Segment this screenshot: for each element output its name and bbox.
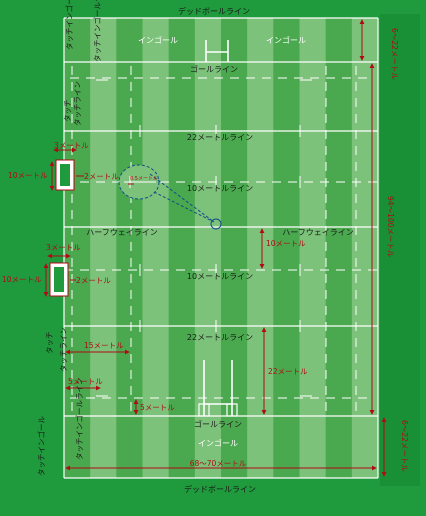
label-m10-bottom: 10メートルライン <box>187 272 253 281</box>
stripe <box>64 18 91 478</box>
stripe <box>142 18 170 478</box>
label-m10-top: 10メートルライン <box>187 184 253 193</box>
label-touch-line-top: タッチライン <box>73 81 82 126</box>
label-half-right: ハーフウェイライン <box>282 228 354 237</box>
stripe <box>168 18 196 478</box>
surround-edge <box>380 14 420 486</box>
label-dim-in-goal-top: 6～22メートル <box>390 28 399 80</box>
label-dim-2m-bottom: 2メートル <box>76 276 111 285</box>
side-box-top-inner <box>60 164 70 186</box>
magnifier-callout <box>118 164 222 230</box>
goal-posts-bottom <box>198 360 238 417</box>
label-dim-3m-top: 3メートル <box>54 141 89 150</box>
label-touch-in-goal-line-bottom: タッチインゴールライン <box>74 378 84 461</box>
label-dim-10m-box-bottom: 10メートル <box>2 275 42 284</box>
label-touch-top: タッチ <box>63 100 72 123</box>
label-dim-length: 94～100メートル <box>386 196 395 258</box>
label-dim-2m-top: 2メートル <box>84 172 119 181</box>
label-dim-in-goal-bottom: 6～22メートル <box>400 420 409 472</box>
label-dim-5m-h: 5メートル <box>68 377 103 386</box>
label-goal-top: ゴールライン <box>190 64 238 74</box>
label-dim-3m-bottom: 3メートル <box>46 243 81 252</box>
stripe <box>116 18 143 478</box>
label-dim-10m: 10メートル <box>266 239 306 248</box>
label-dead-ball-top: デッドボールライン <box>178 6 250 16</box>
label-in-goal-top-left: インゴール <box>138 35 178 45</box>
label-touch-in-goal-bottom: タッチインゴール <box>36 416 46 476</box>
label-m22-top: 22メートルライン <box>187 133 253 142</box>
goal-posts-top <box>205 40 229 62</box>
stripe <box>221 18 248 478</box>
label-half-left: ハーフウェイライン <box>86 228 158 237</box>
label-touch-line-bottom: タッチライン <box>59 327 68 372</box>
label-m22-bottom: 22メートルライン <box>187 333 253 342</box>
hash-marks <box>96 79 312 397</box>
label-dim-05m: 0.5メートル <box>130 176 158 182</box>
label-touch-in-goal-line-top: タッチインゴールライン <box>92 0 102 62</box>
stripe <box>90 18 117 478</box>
label-touch-bottom: タッチ <box>45 332 54 355</box>
label-in-goal-bottom: インゴール <box>198 438 238 448</box>
label-dim-width: 68～70メートル <box>190 459 247 468</box>
label-touch-in-goal-top: タッチインゴール <box>64 0 74 50</box>
label-dim-10m-box-top: 10メートル <box>8 171 48 180</box>
stripe <box>273 18 300 478</box>
stripe <box>325 18 353 478</box>
side-box-bottom-inner <box>54 267 64 292</box>
label-in-goal-top-right: インゴール <box>266 35 306 45</box>
stripe <box>194 18 222 478</box>
label-dim-5m-v: 5メートル <box>140 403 175 412</box>
stripe <box>247 18 274 478</box>
pitch-stripes <box>64 18 379 478</box>
label-goal-bottom: ゴールライン <box>194 419 242 429</box>
dimension-arrows <box>43 19 387 477</box>
stripe <box>299 18 327 478</box>
label-dim-15m: 15メートル <box>84 341 124 350</box>
label-dim-22m: 22メートル <box>268 367 308 376</box>
label-dead-ball-bottom: デッドボールライン <box>184 484 256 494</box>
